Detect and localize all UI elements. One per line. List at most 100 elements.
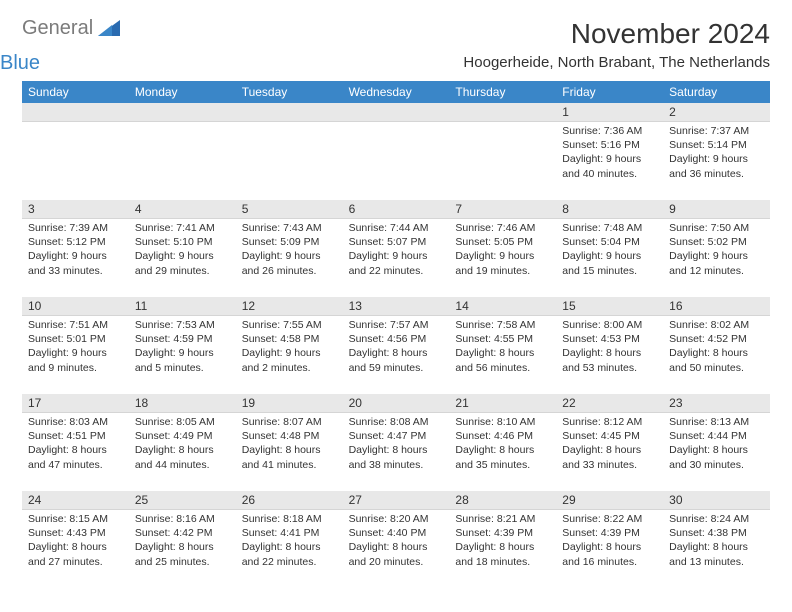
sunset-text: Sunset: 4:46 PM xyxy=(455,429,550,443)
daylight-line1: Daylight: 8 hours xyxy=(562,346,657,360)
day-number: 9 xyxy=(663,200,770,219)
day-number: 14 xyxy=(449,297,556,316)
sunset-text: Sunset: 5:09 PM xyxy=(242,235,337,249)
sunset-text: Sunset: 4:52 PM xyxy=(669,332,764,346)
daylight-line1: Daylight: 8 hours xyxy=(455,540,550,554)
day-cell xyxy=(236,122,343,200)
sunset-text: Sunset: 4:48 PM xyxy=(242,429,337,443)
daylight-line2: and 59 minutes. xyxy=(349,361,444,375)
day-cell: Sunrise: 8:16 AMSunset: 4:42 PMDaylight:… xyxy=(129,510,236,588)
sunset-text: Sunset: 5:16 PM xyxy=(562,138,657,152)
day-number: 19 xyxy=(236,394,343,413)
sunrise-text: Sunrise: 7:43 AM xyxy=(242,221,337,235)
sunrise-text: Sunrise: 8:20 AM xyxy=(349,512,444,526)
sunset-text: Sunset: 4:44 PM xyxy=(669,429,764,443)
daylight-line1: Daylight: 8 hours xyxy=(349,443,444,457)
day-number: 21 xyxy=(449,394,556,413)
sunrise-text: Sunrise: 8:16 AM xyxy=(135,512,230,526)
day-number xyxy=(22,103,129,122)
sunset-text: Sunset: 5:04 PM xyxy=(562,235,657,249)
sunrise-text: Sunrise: 8:03 AM xyxy=(28,415,123,429)
day-number: 15 xyxy=(556,297,663,316)
day-cell: Sunrise: 8:15 AMSunset: 4:43 PMDaylight:… xyxy=(22,510,129,588)
day-cell: Sunrise: 8:10 AMSunset: 4:46 PMDaylight:… xyxy=(449,413,556,491)
sunset-text: Sunset: 4:39 PM xyxy=(455,526,550,540)
daylight-line2: and 33 minutes. xyxy=(562,458,657,472)
daylight-line2: and 12 minutes. xyxy=(669,264,764,278)
sunrise-text: Sunrise: 7:57 AM xyxy=(349,318,444,332)
sunrise-text: Sunrise: 7:37 AM xyxy=(669,124,764,138)
day-cell: Sunrise: 7:48 AMSunset: 5:04 PMDaylight:… xyxy=(556,219,663,297)
daylight-line1: Daylight: 8 hours xyxy=(135,443,230,457)
triangle-icon xyxy=(98,20,120,41)
day-cell: Sunrise: 7:36 AMSunset: 5:16 PMDaylight:… xyxy=(556,122,663,200)
sunset-text: Sunset: 4:59 PM xyxy=(135,332,230,346)
day-cell: Sunrise: 7:39 AMSunset: 5:12 PMDaylight:… xyxy=(22,219,129,297)
day-cell: Sunrise: 7:50 AMSunset: 5:02 PMDaylight:… xyxy=(663,219,770,297)
sunrise-text: Sunrise: 7:44 AM xyxy=(349,221,444,235)
daylight-line1: Daylight: 8 hours xyxy=(135,540,230,554)
sunset-text: Sunset: 4:56 PM xyxy=(349,332,444,346)
daylight-line2: and 44 minutes. xyxy=(135,458,230,472)
daylight-line2: and 20 minutes. xyxy=(349,555,444,569)
daylight-line1: Daylight: 8 hours xyxy=(669,346,764,360)
daylight-line1: Daylight: 8 hours xyxy=(455,443,550,457)
day-number: 28 xyxy=(449,491,556,510)
location-subtitle: Hoogerheide, North Brabant, The Netherla… xyxy=(463,54,770,71)
day-cell: Sunrise: 7:55 AMSunset: 4:58 PMDaylight:… xyxy=(236,316,343,394)
sunset-text: Sunset: 4:47 PM xyxy=(349,429,444,443)
daylight-line1: Daylight: 8 hours xyxy=(562,540,657,554)
calendar-grid: Sunday Monday Tuesday Wednesday Thursday… xyxy=(22,81,770,588)
daylight-line1: Daylight: 9 hours xyxy=(135,249,230,263)
sunset-text: Sunset: 5:12 PM xyxy=(28,235,123,249)
daylight-line1: Daylight: 8 hours xyxy=(242,443,337,457)
daylight-line1: Daylight: 9 hours xyxy=(455,249,550,263)
day-cell: Sunrise: 7:41 AMSunset: 5:10 PMDaylight:… xyxy=(129,219,236,297)
day-number: 12 xyxy=(236,297,343,316)
daylight-line1: Daylight: 9 hours xyxy=(562,249,657,263)
daylight-line2: and 50 minutes. xyxy=(669,361,764,375)
daylight-line2: and 19 minutes. xyxy=(455,264,550,278)
daylight-line2: and 40 minutes. xyxy=(562,167,657,181)
day-cell: Sunrise: 8:13 AMSunset: 4:44 PMDaylight:… xyxy=(663,413,770,491)
daylight-line2: and 47 minutes. xyxy=(28,458,123,472)
daylight-line1: Daylight: 9 hours xyxy=(669,152,764,166)
sunset-text: Sunset: 5:01 PM xyxy=(28,332,123,346)
day-number: 20 xyxy=(343,394,450,413)
day-cell: Sunrise: 8:02 AMSunset: 4:52 PMDaylight:… xyxy=(663,316,770,394)
day-number: 7 xyxy=(449,200,556,219)
day-number: 24 xyxy=(22,491,129,510)
daylight-line1: Daylight: 8 hours xyxy=(562,443,657,457)
week-row: Sunrise: 7:36 AMSunset: 5:16 PM Daylight:… xyxy=(22,122,770,200)
sunrise-text: Sunrise: 7:48 AM xyxy=(562,221,657,235)
daylight-line2: and 26 minutes. xyxy=(242,264,337,278)
day-number xyxy=(449,103,556,122)
daylight-line2: and 33 minutes. xyxy=(28,264,123,278)
weekday-header: Wednesday xyxy=(343,81,450,103)
sunrise-text: Sunrise: 7:55 AM xyxy=(242,318,337,332)
day-cell xyxy=(22,122,129,200)
sunrise-text: Sunrise: 8:08 AM xyxy=(349,415,444,429)
day-cell: Sunrise: 7:57 AMSunset: 4:56 PMDaylight:… xyxy=(343,316,450,394)
daylight-line1: Daylight: 9 hours xyxy=(349,249,444,263)
sunset-text: Sunset: 4:49 PM xyxy=(135,429,230,443)
weekday-header: Saturday xyxy=(663,81,770,103)
sunrise-text: Sunrise: 7:51 AM xyxy=(28,318,123,332)
sunrise-text: Sunrise: 8:12 AM xyxy=(562,415,657,429)
weekday-header: Tuesday xyxy=(236,81,343,103)
weekday-header: Sunday xyxy=(22,81,129,103)
sunset-text: Sunset: 5:10 PM xyxy=(135,235,230,249)
sunrise-text: Sunrise: 7:36 AM xyxy=(562,124,657,138)
day-number: 30 xyxy=(663,491,770,510)
daylight-line2: and 2 minutes. xyxy=(242,361,337,375)
daylight-line2: and 36 minutes. xyxy=(669,167,764,181)
sunrise-text: Sunrise: 7:50 AM xyxy=(669,221,764,235)
day-number xyxy=(236,103,343,122)
sunset-text: Sunset: 5:14 PM xyxy=(669,138,764,152)
sunrise-text: Sunrise: 8:21 AM xyxy=(455,512,550,526)
daylight-line2: and 30 minutes. xyxy=(669,458,764,472)
day-number xyxy=(129,103,236,122)
sunset-text: Sunset: 4:55 PM xyxy=(455,332,550,346)
day-number-row: 17181920212223 xyxy=(22,394,770,413)
daylight-line2: and 18 minutes. xyxy=(455,555,550,569)
